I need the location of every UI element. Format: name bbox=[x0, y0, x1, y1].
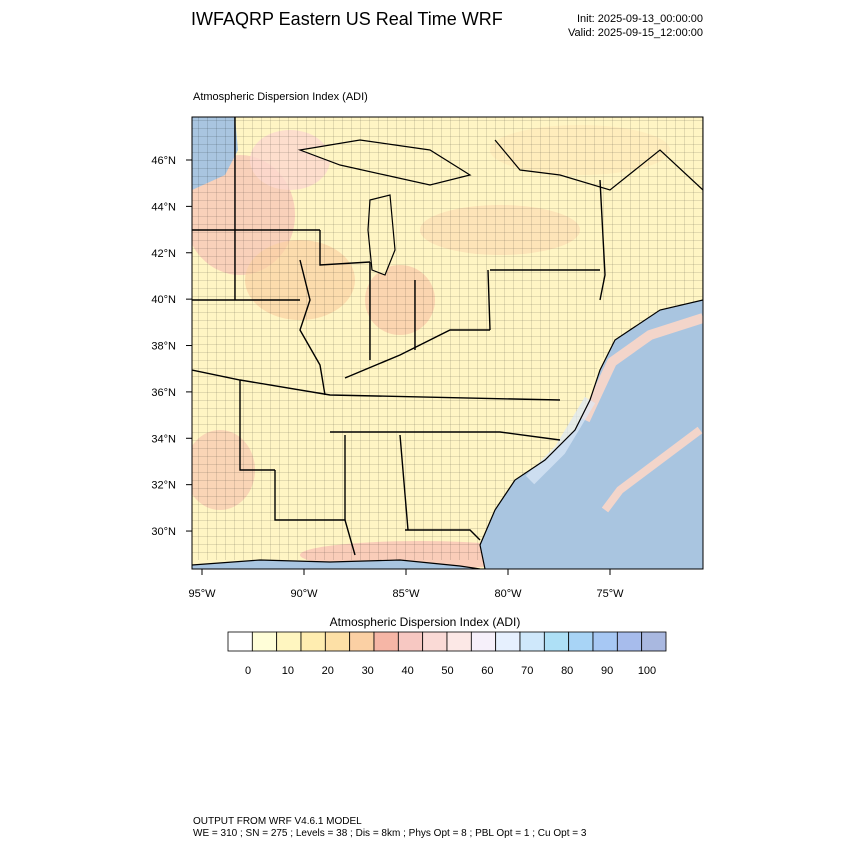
coastlines bbox=[192, 139, 703, 569]
map-frame bbox=[191, 116, 704, 570]
ocean-band-light bbox=[525, 396, 596, 485]
atlantic-ocean bbox=[480, 300, 703, 569]
lake-superior-outline bbox=[297, 139, 472, 186]
lat-tick-label: 46°N bbox=[151, 155, 176, 167]
map-area bbox=[192, 117, 703, 569]
state-line-ga-fl bbox=[405, 529, 481, 541]
lon-tick-label: 85°W bbox=[392, 588, 420, 600]
page-title: IWFAQRP Eastern US Real Time WRF bbox=[191, 9, 503, 29]
lat-tick-label: 38°N bbox=[151, 341, 176, 353]
lat-tick-label: 44°N bbox=[151, 201, 176, 213]
init-time-label: Init: 2025-09-13_00:00:00 bbox=[577, 13, 703, 25]
colorbar-swatch bbox=[349, 631, 375, 652]
colorbar-swatch bbox=[495, 631, 521, 652]
state-line-al-ga bbox=[399, 434, 409, 531]
valid-time-label: Valid: 2025-09-15_12:00:00 bbox=[568, 27, 703, 39]
longitude-axis: 95°W 90°W 85°W 80°W 75°W bbox=[188, 569, 624, 600]
footer-model-options: WE = 310 ; SN = 275 ; Levels = 38 ; Dis … bbox=[193, 828, 587, 839]
lon-tick-label: 80°W bbox=[494, 588, 522, 600]
lat-tick-label: 40°N bbox=[151, 294, 176, 306]
lon-tick-label: 90°W bbox=[290, 588, 318, 600]
gulf-of-mexico bbox=[192, 560, 480, 569]
lon-tick-label: 95°W bbox=[188, 588, 216, 600]
lat-tick-label: 36°N bbox=[151, 387, 176, 399]
lat-tick-label: 42°N bbox=[151, 248, 176, 260]
colorbar-swatch bbox=[543, 631, 570, 652]
colorbar-swatch bbox=[324, 631, 351, 652]
colorbar-swatch bbox=[397, 631, 424, 652]
colorbar-swatch bbox=[251, 631, 278, 652]
county-lines-northwest bbox=[192, 117, 238, 190]
colorbar-swatch bbox=[641, 631, 667, 652]
colorbar bbox=[227, 631, 667, 652]
colorbar-swatch bbox=[227, 631, 253, 652]
state-line-ky-oh bbox=[344, 329, 490, 379]
colorbar-swatch bbox=[422, 631, 448, 652]
lat-tick-label: 30°N bbox=[151, 526, 176, 538]
colorbar-label: 90 bbox=[601, 665, 613, 677]
colorbar-swatch bbox=[446, 631, 472, 652]
colorbar-swatch bbox=[592, 631, 618, 652]
footer-model-info: OUTPUT FROM WRF V4.6.1 MODEL bbox=[193, 816, 362, 827]
state-line-35n bbox=[330, 431, 561, 441]
colorbar-swatch bbox=[568, 631, 594, 652]
lon-tick-label: 75°W bbox=[596, 588, 624, 600]
coastal-band-mid bbox=[580, 313, 703, 423]
state-line-36n bbox=[192, 369, 561, 401]
state-boundaries bbox=[192, 117, 606, 556]
colorbar-swatch bbox=[276, 631, 302, 652]
colorbar-swatch bbox=[470, 631, 497, 652]
colorbar-label: 70 bbox=[521, 665, 533, 677]
colorbar-label: 80 bbox=[561, 665, 573, 677]
state-line-oh-pa bbox=[487, 269, 491, 331]
state-line-ny-vt bbox=[599, 179, 606, 301]
colorbar-label: 100 bbox=[638, 665, 656, 677]
canada-border bbox=[494, 139, 703, 191]
lake-michigan-outline bbox=[367, 194, 396, 276]
lat-tick-label: 32°N bbox=[151, 480, 176, 492]
colorbar-label: 40 bbox=[401, 665, 413, 677]
colorbar-swatch bbox=[300, 631, 326, 652]
colorbar-title: Atmospheric Dispersion Index (ADI) bbox=[329, 615, 521, 629]
colorbar-label: 0 bbox=[245, 665, 251, 677]
state-line-wi-il bbox=[319, 230, 371, 266]
colorbar-label: 60 bbox=[481, 665, 493, 677]
state-line-mississippi bbox=[299, 259, 326, 396]
ocean-band-southeast bbox=[601, 426, 703, 513]
colorbar-swatch bbox=[519, 631, 545, 652]
colorbar-swatch bbox=[373, 631, 399, 652]
colorbar-label: 20 bbox=[322, 665, 334, 677]
state-line-la-ms bbox=[274, 470, 356, 556]
atlantic-coastline bbox=[479, 299, 703, 569]
lat-tick-label: 34°N bbox=[151, 433, 176, 445]
colorbar-label: 10 bbox=[282, 665, 294, 677]
map-subtitle: Atmospheric Dispersion Index (ADI) bbox=[193, 91, 368, 103]
county-lines bbox=[192, 117, 703, 560]
latitude-axis: 46°N 44°N 42°N 40°N 38°N 36°N 34°N 32°N 30°N bbox=[151, 155, 192, 538]
gulf-coastline bbox=[192, 559, 481, 569]
colorbar-swatch bbox=[616, 631, 643, 652]
colorbar-label: 30 bbox=[362, 665, 374, 677]
state-line-ok-ar bbox=[239, 380, 275, 471]
colorbar-labels: 0 10 20 30 40 50 60 70 80 90 100 bbox=[245, 665, 656, 677]
colorbar-label: 50 bbox=[441, 665, 453, 677]
